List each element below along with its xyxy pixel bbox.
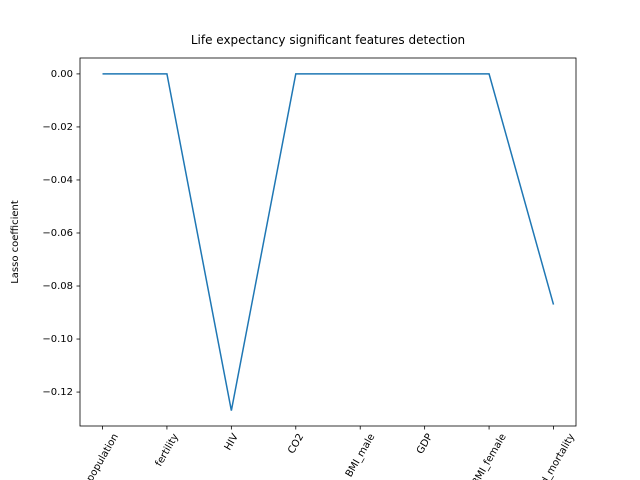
x-tick-label: GDP [415, 432, 435, 456]
x-tick-label: population [85, 432, 121, 480]
x-tick-label: HIV [223, 432, 241, 453]
x-tick-label: BMI_male [344, 432, 378, 479]
chart-title: Life expectancy significant features det… [191, 33, 465, 47]
x-tick-label: BMI_female [470, 432, 508, 480]
y-tick-label: −0.06 [42, 228, 73, 239]
y-tick-label: −0.02 [42, 122, 73, 133]
y-tick-label: −0.04 [42, 175, 73, 186]
axes-frame [79, 57, 577, 427]
y-tick-label: −0.10 [42, 334, 73, 345]
y-tick-label: 0.00 [51, 69, 73, 80]
x-tick-label: CO2 [286, 432, 306, 456]
y-tick-label: −0.08 [42, 281, 73, 292]
x-tick-label: child_mortality [531, 432, 578, 480]
y-tick-label: −0.12 [42, 387, 73, 398]
y-axis-label: Lasso coefficient [10, 200, 21, 284]
x-tick-label: fertility [154, 432, 182, 469]
line-series [102, 73, 555, 411]
